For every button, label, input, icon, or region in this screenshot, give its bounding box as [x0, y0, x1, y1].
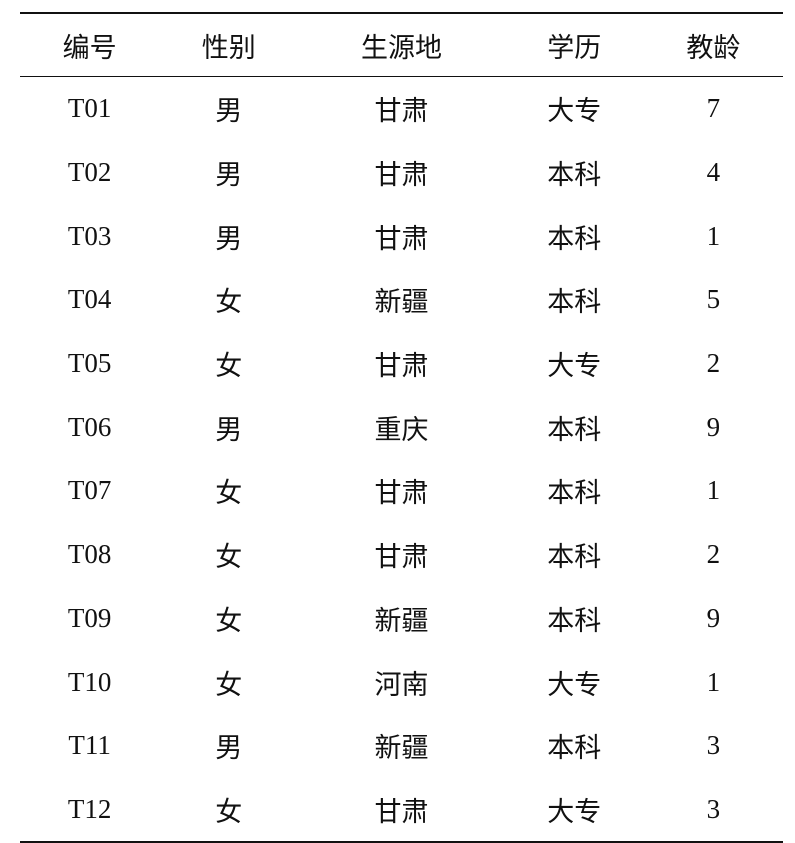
table-cell: 甘肃	[374, 351, 429, 383]
table-cell: 1	[706, 475, 721, 506]
column-header: 学历	[504, 13, 644, 77]
table-cell: 女	[215, 351, 243, 383]
table-cell: 本科	[547, 542, 602, 574]
table-cell: 1	[706, 666, 721, 697]
table-cell: 大专	[504, 777, 644, 843]
table-cell: T09	[67, 602, 112, 633]
table-cell: 男	[215, 96, 243, 128]
table-row: T11 男 新疆 本科 3	[20, 714, 783, 778]
table-cell: 7	[706, 93, 721, 124]
table-cell: 1	[706, 220, 721, 251]
table-cell: 女	[215, 287, 243, 319]
table-cell: T01	[67, 93, 112, 124]
table-cell: T03	[67, 220, 112, 251]
table-cell: 大专	[547, 351, 602, 383]
table-cell: 本科	[547, 414, 602, 446]
table-cell: 男	[215, 733, 243, 765]
table-row: T09 女 新疆 本科 9	[20, 587, 783, 651]
column-header: 生源地	[298, 13, 505, 77]
table-cell: 女	[215, 542, 243, 574]
table-row: T12 女甘肃 大专 3	[20, 777, 783, 843]
table-row: T07 女 甘肃 本科 1	[20, 459, 783, 523]
table-row: T04 女 新疆 本科 5	[20, 268, 783, 332]
table-cell: 新疆	[374, 733, 429, 765]
table-cell: 甘肃	[298, 777, 505, 843]
table-row: T03 男 甘肃 本科 1	[20, 204, 783, 268]
table-cell: 甘肃	[374, 542, 429, 574]
teacher-table: 编号 性别 生源地 学历 教龄 T01 男甘肃 大专 7 T02 男甘肃 本科 4 T03 男甘肃 本科 1 T…	[20, 12, 783, 843]
table-cell: 5	[706, 284, 721, 315]
table-row: T08 女 甘肃 本科 2	[20, 523, 783, 587]
table-cell: T05	[67, 348, 112, 379]
table-cell: 男	[215, 223, 243, 255]
table-cell: 新疆	[374, 605, 429, 637]
table-cell: 重庆	[374, 414, 429, 446]
table-row: T02 男 甘肃 本科 4	[20, 141, 783, 205]
column-header: 教龄	[643, 13, 783, 77]
table-cell: 本科	[547, 160, 602, 192]
table-cell: 9	[706, 411, 721, 442]
table-cell: 2	[706, 348, 721, 379]
header-row: 编号 性别 生源地 学历 教龄	[20, 13, 783, 77]
table-cell: 男	[215, 414, 243, 446]
table-cell: T04	[67, 284, 112, 315]
table-cell: 大专	[547, 669, 602, 701]
table-cell: 男	[215, 160, 243, 192]
table-cell: 3	[706, 730, 721, 761]
table-row: T10 女 河南 大专 1	[20, 650, 783, 714]
table-cell: 新疆	[374, 287, 429, 319]
table-cell: T11	[68, 730, 111, 761]
table-cell: 甘肃	[374, 96, 429, 128]
table-cell: 9	[706, 602, 721, 633]
table-cell: 甘肃	[374, 160, 429, 192]
table-cell: T06	[67, 411, 112, 442]
table-row: T01 男 甘肃 大专 7	[20, 77, 783, 141]
table-cell: 本科	[547, 605, 602, 637]
table-cell: 甘肃	[374, 478, 429, 510]
table-cell: 2	[706, 539, 721, 570]
table-cell: 本科	[547, 478, 602, 510]
table-row: T05 女 甘肃 大专 2	[20, 332, 783, 396]
table-cell: 甘肃	[374, 223, 429, 255]
table-cell: 本科	[547, 733, 602, 765]
table-cell: 4	[706, 157, 721, 188]
table-cell: 女	[215, 478, 243, 510]
table-cell: 本科	[547, 223, 602, 255]
table-cell: 大专	[547, 96, 602, 128]
table-cell: T02	[67, 157, 112, 188]
table-cell: 河南	[374, 669, 429, 701]
column-header: 编号	[20, 13, 160, 77]
table-row: T06 男 重庆 本科 9	[20, 395, 783, 459]
table-cell: 女	[159, 777, 299, 843]
table-cell: T10	[67, 666, 112, 697]
table-cell: 女	[215, 669, 243, 701]
column-header: 性别	[159, 13, 299, 77]
table-cell: T08	[67, 539, 112, 570]
table-cell: 女	[215, 605, 243, 637]
table-cell: 本科	[547, 287, 602, 319]
table-cell: T12	[20, 777, 160, 843]
table-cell: 3	[643, 777, 783, 843]
table-cell: T07	[67, 475, 112, 506]
